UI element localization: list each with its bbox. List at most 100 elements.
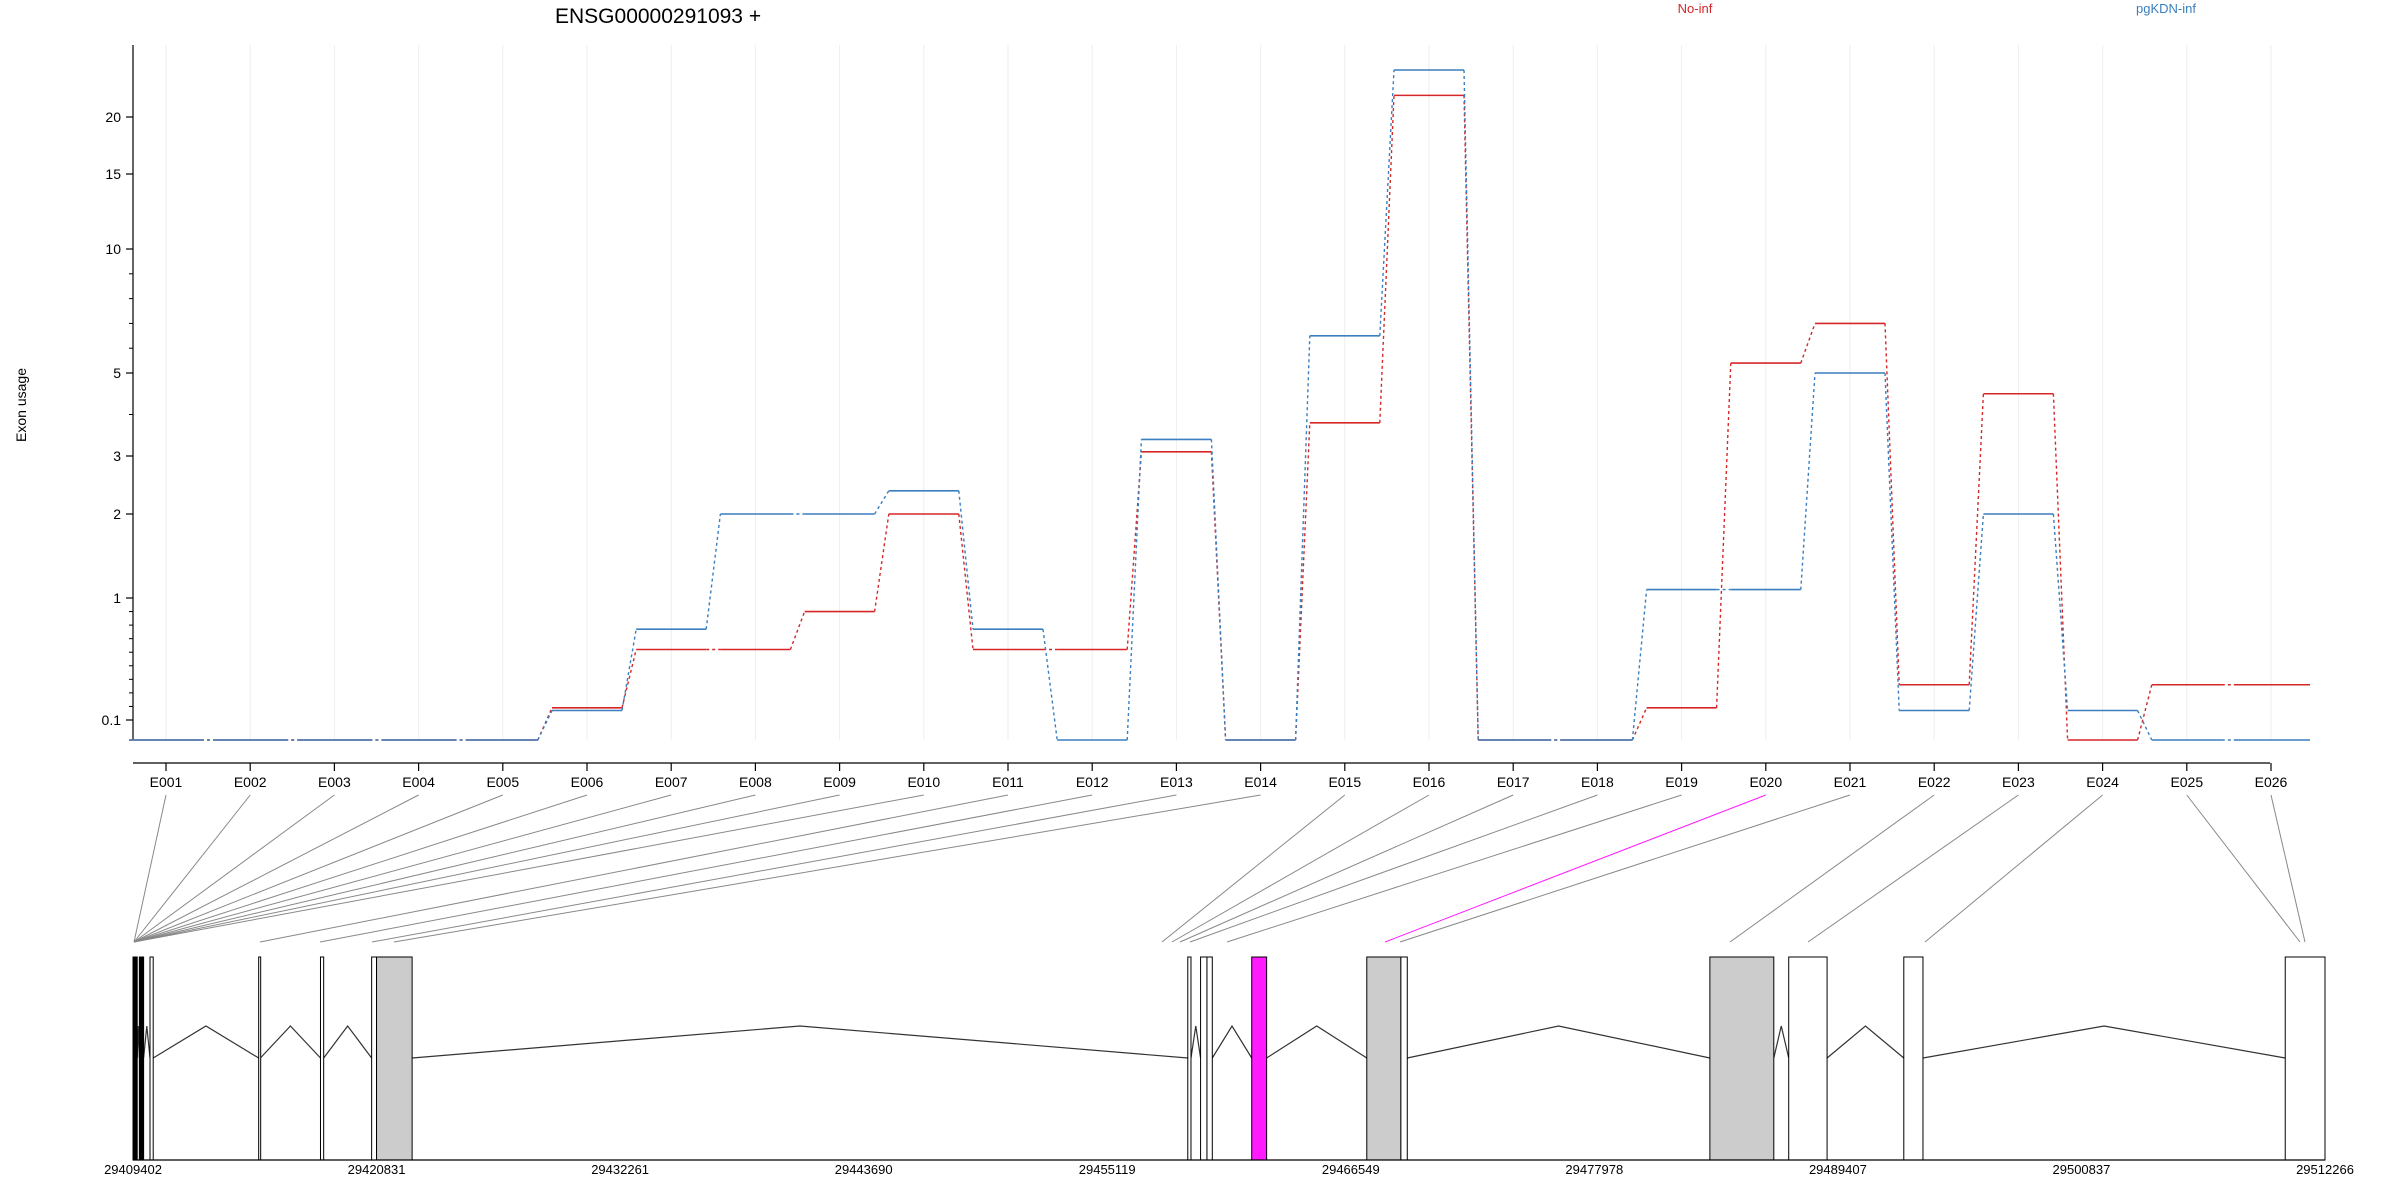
connector-line-e006 bbox=[133, 794, 588, 943]
chart-title: ENSG00000291093 + bbox=[555, 5, 761, 28]
connector-line-e012 bbox=[319, 794, 1093, 943]
series-connector bbox=[1800, 372, 1816, 590]
y-tick-label: 1 bbox=[113, 590, 121, 606]
intron-line bbox=[1266, 1025, 1368, 1059]
exon-box bbox=[1251, 956, 1268, 1161]
series-connector bbox=[1210, 439, 1227, 741]
y-tick-label: 20 bbox=[105, 109, 121, 125]
series-connector bbox=[1042, 629, 1058, 741]
x-tick-label: E009 bbox=[823, 774, 856, 790]
connector-line-e013 bbox=[371, 794, 1177, 943]
series-connector bbox=[537, 710, 553, 741]
connector-line-e007 bbox=[133, 794, 672, 943]
connector-line-e019 bbox=[1226, 794, 1682, 943]
coordinate-tick-label: 29409402 bbox=[104, 1162, 162, 1177]
coordinate-tick-label: 29500837 bbox=[2053, 1162, 2111, 1177]
x-tick-label: E007 bbox=[655, 774, 688, 790]
exon-box bbox=[319, 956, 325, 1161]
connector-line-e001 bbox=[133, 794, 167, 943]
intron-line bbox=[143, 1025, 151, 1059]
exon-connector-lines bbox=[133, 794, 2306, 943]
intron-line bbox=[412, 1025, 1188, 1059]
connector-line-e020 bbox=[1384, 794, 1766, 943]
y-axis: 0.1 1 2 3 5 10 15 20 bbox=[102, 45, 134, 740]
x-tick-label: E010 bbox=[907, 774, 940, 790]
series-connector bbox=[1715, 363, 1732, 708]
x-tick-label: E018 bbox=[1581, 774, 1614, 790]
x-tick-label: E002 bbox=[234, 774, 267, 790]
x-tick-label: E012 bbox=[1076, 774, 1109, 790]
connector-line-e017 bbox=[1179, 794, 1514, 943]
series-connector bbox=[1968, 393, 1985, 685]
x-tick-label: E011 bbox=[992, 774, 1024, 790]
coordinate-tick-label: 29489407 bbox=[1809, 1162, 1867, 1177]
intron-line bbox=[323, 1024, 373, 1059]
connector-line-e018 bbox=[1189, 794, 1598, 943]
x-tick-label: E020 bbox=[1749, 774, 1782, 790]
coordinate-tick-label: 29512266 bbox=[2296, 1162, 2354, 1177]
series-connector bbox=[1631, 589, 1648, 741]
intron-line bbox=[1407, 1025, 1710, 1059]
x-tick-label: E016 bbox=[1413, 774, 1446, 790]
coordinate-tick-label: 29466549 bbox=[1322, 1162, 1380, 1177]
x-tick-label: E004 bbox=[402, 774, 435, 790]
x-tick-label: E022 bbox=[1918, 774, 1951, 790]
exon-box bbox=[138, 956, 145, 1161]
connector-line-e015 bbox=[1161, 794, 1346, 943]
gene-model bbox=[132, 956, 2326, 1161]
x-tick-label: E001 bbox=[150, 774, 183, 790]
connector-line-e004 bbox=[133, 794, 419, 943]
intron-line bbox=[1211, 1024, 1253, 1059]
series-no-inf bbox=[129, 94, 2310, 741]
connector-line-e021 bbox=[1399, 794, 1851, 943]
intron-line bbox=[1773, 1025, 1790, 1059]
exon-box bbox=[149, 956, 154, 1161]
y-tick-label: 10 bbox=[105, 241, 121, 257]
series-connector bbox=[873, 513, 890, 612]
connector-line-e024 bbox=[1924, 794, 2103, 943]
grid-lines bbox=[165, 45, 2272, 740]
series-connector bbox=[1294, 422, 1311, 741]
series-connector bbox=[958, 513, 974, 650]
exon-box bbox=[371, 956, 378, 1161]
intron-line bbox=[1826, 1025, 1905, 1059]
connector-line-e014 bbox=[393, 794, 1261, 943]
connector-line-e005 bbox=[133, 794, 503, 943]
series-lines bbox=[129, 69, 2310, 741]
coordinate-tick-label: 29455119 bbox=[1079, 1162, 1136, 1177]
series-connector bbox=[1884, 372, 1900, 711]
exon-box bbox=[2284, 956, 2326, 1161]
y-tick-label: 5 bbox=[113, 365, 121, 381]
legend-label-pgkdn-inf: pgKDN-inf bbox=[2136, 1, 2196, 16]
series-connector bbox=[537, 707, 553, 741]
x-tick-label: E005 bbox=[486, 774, 519, 790]
x-tick-label: E014 bbox=[1244, 774, 1277, 790]
x-tick-label: E024 bbox=[2086, 774, 2119, 790]
series-connector bbox=[874, 490, 890, 515]
exon-box bbox=[1709, 956, 1775, 1161]
series-pgkdn-inf bbox=[129, 69, 2310, 741]
series-connector bbox=[789, 611, 806, 650]
x-tick-label: E006 bbox=[571, 774, 604, 790]
series-connector bbox=[621, 649, 637, 708]
series-connector bbox=[2136, 684, 2153, 741]
exon-box bbox=[1400, 956, 1408, 1161]
x-axis: E001 E002 E003 E004 E005 E006 E007 E008 E009 E010… bbox=[133, 762, 2288, 790]
connector-line-e011 bbox=[259, 794, 1009, 943]
exon-box bbox=[1903, 956, 1924, 1161]
coordinate-tick-label: 29432261 bbox=[591, 1162, 649, 1177]
intron-line bbox=[1190, 1025, 1202, 1059]
connector-line-e008 bbox=[133, 794, 756, 943]
genomic-coordinate-axis: 29409402 29420831 29432261 29443690 29455119… bbox=[104, 1159, 2354, 1177]
series-connector bbox=[705, 513, 722, 630]
y-axis-label: Exon usage bbox=[13, 368, 29, 442]
x-tick-label: E017 bbox=[1497, 774, 1530, 790]
connector-line-e016 bbox=[1171, 794, 1430, 943]
exon-box bbox=[1366, 956, 1402, 1161]
series-connector bbox=[1379, 95, 1395, 423]
intron-line bbox=[1922, 1025, 2286, 1059]
intron-line bbox=[259, 1025, 321, 1059]
x-tick-label: E003 bbox=[318, 774, 351, 790]
connector-line-e023 bbox=[1807, 794, 2019, 943]
